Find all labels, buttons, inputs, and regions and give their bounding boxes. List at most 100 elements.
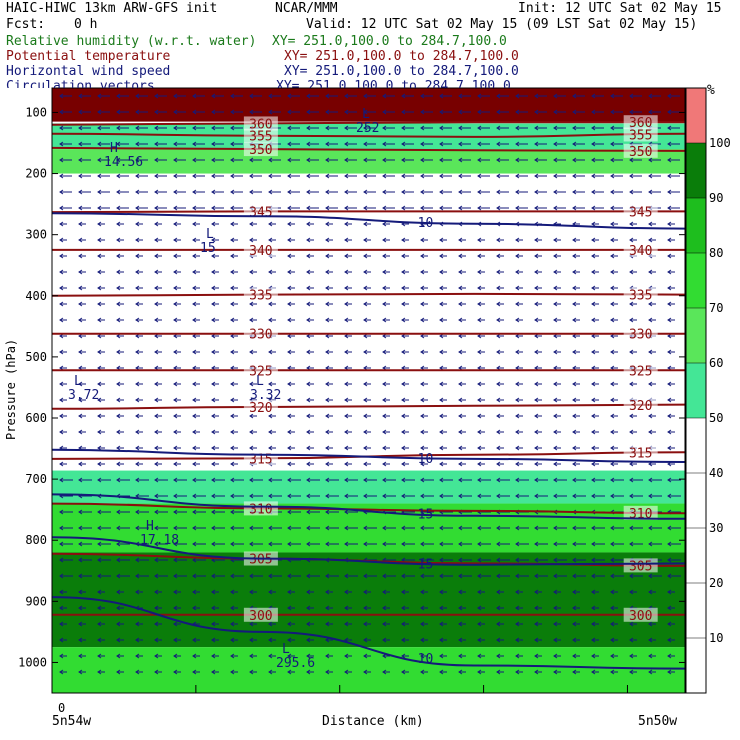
circulation-vector xyxy=(173,125,186,131)
circulation-vector xyxy=(173,509,187,515)
circulation-vector xyxy=(401,349,409,355)
circulation-vector xyxy=(363,125,376,131)
circulation-vector xyxy=(439,525,453,531)
plot-frame xyxy=(51,87,686,694)
circulation-vector xyxy=(78,397,86,403)
circulation-vector xyxy=(591,285,599,291)
circulation-vector xyxy=(572,653,580,659)
circulation-vector xyxy=(610,621,618,627)
circulation-vector xyxy=(59,509,73,515)
circulation-vector xyxy=(287,141,300,147)
circulation-vector xyxy=(249,189,262,195)
circulation-vector xyxy=(173,637,181,643)
circulation-vector xyxy=(211,477,225,483)
circulation-vector xyxy=(515,493,529,499)
circulation-vector xyxy=(306,637,314,643)
extremum-value: 295.6 xyxy=(276,656,315,671)
circulation-vector xyxy=(173,269,181,275)
circulation-vector xyxy=(572,253,580,259)
circulation-vector xyxy=(610,429,618,435)
extremum-marker: H xyxy=(110,141,118,156)
circulation-vector xyxy=(477,413,485,419)
circulation-vector xyxy=(135,509,149,515)
circulation-vector xyxy=(287,253,295,259)
circulation-vector xyxy=(477,525,491,531)
circulation-vector xyxy=(211,621,219,627)
circulation-vector xyxy=(287,221,295,227)
circulation-vector xyxy=(401,477,415,483)
circulation-vector xyxy=(154,269,162,275)
circulation-vector xyxy=(306,253,314,259)
extremum-value: 14.56 xyxy=(104,155,143,170)
circulation-vector xyxy=(192,605,200,611)
circulation-vector xyxy=(382,221,390,227)
circulation-vector xyxy=(572,381,580,387)
circulation-vector xyxy=(173,621,181,627)
circulation-vector xyxy=(211,269,219,275)
circulation-vector xyxy=(534,125,547,131)
circulation-vector xyxy=(458,637,466,643)
circulation-vector xyxy=(515,93,528,99)
circulation-vector xyxy=(306,221,314,227)
y-tick-label: 600 xyxy=(25,411,47,425)
circulation-vector xyxy=(249,269,257,275)
circulation-vector xyxy=(439,173,452,179)
circulation-vector xyxy=(306,157,319,163)
circulation-vector xyxy=(515,237,523,243)
circulation-vector xyxy=(382,413,390,419)
circulation-vector xyxy=(572,573,586,579)
circulation-vector xyxy=(496,653,504,659)
circulation-vector xyxy=(192,173,205,179)
circulation-vector xyxy=(97,477,111,483)
circulation-vector xyxy=(116,141,129,147)
circulation-vector xyxy=(268,173,281,179)
circulation-vector xyxy=(610,109,623,115)
circulation-vector xyxy=(572,621,580,627)
circulation-vector xyxy=(230,141,243,147)
circulation-vector xyxy=(344,525,358,531)
extremum-value: 252 xyxy=(356,121,379,136)
circulation-vector xyxy=(667,317,675,323)
y-tick-label: 800 xyxy=(25,533,47,547)
circulation-vector xyxy=(287,653,295,659)
circulation-vector xyxy=(458,157,471,163)
circulation-vector xyxy=(211,205,224,211)
circulation-vector xyxy=(135,637,143,643)
theta-label-bg xyxy=(623,505,658,520)
circulation-vector xyxy=(515,621,523,627)
circulation-vector xyxy=(135,557,149,563)
colorbar-tick-label: 60 xyxy=(709,356,723,370)
circulation-vector xyxy=(610,413,618,419)
circulation-vector xyxy=(192,237,200,243)
circulation-vector xyxy=(154,637,162,643)
circulation-vector xyxy=(458,109,471,115)
circulation-vector xyxy=(496,573,510,579)
circulation-vector xyxy=(325,173,338,179)
circulation-vector xyxy=(192,477,206,483)
circulation-vector xyxy=(59,653,67,659)
circulation-vector xyxy=(648,589,656,595)
circulation-vector xyxy=(401,557,415,563)
circulation-vector xyxy=(135,381,143,387)
theta-label-bg xyxy=(243,501,278,516)
circulation-vector xyxy=(401,589,409,595)
circulation-vector xyxy=(629,349,637,355)
circulation-vector xyxy=(553,493,567,499)
circulation-vector xyxy=(192,429,200,435)
colorbar-unit: % xyxy=(707,83,715,98)
circulation-vector xyxy=(59,413,67,419)
wind-contour-label: 10 xyxy=(418,652,434,667)
circulation-vector xyxy=(325,205,338,211)
circulation-vector xyxy=(344,493,358,499)
circulation-vector xyxy=(382,157,395,163)
circulation-vector xyxy=(458,605,466,611)
circulation-vector xyxy=(515,589,523,595)
circulation-vector xyxy=(325,509,339,515)
circulation-vector xyxy=(135,669,143,675)
circulation-vector xyxy=(306,493,320,499)
circulation-vector xyxy=(363,269,371,275)
circulation-vector xyxy=(78,653,86,659)
circulation-vector xyxy=(610,141,623,147)
circulation-vector xyxy=(477,557,491,563)
theta-contour-label: 330 xyxy=(629,328,652,343)
